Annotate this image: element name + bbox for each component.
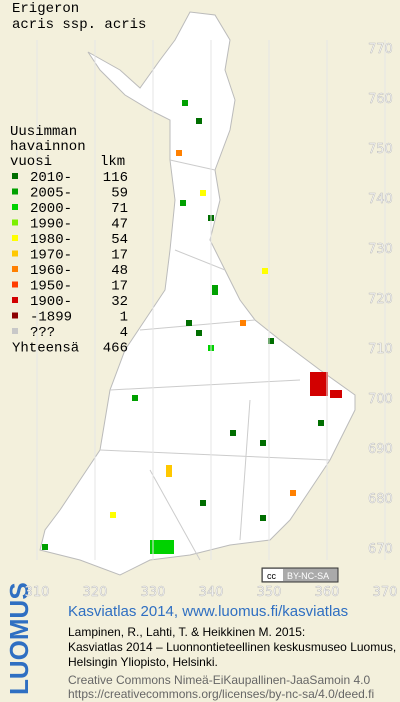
license: Creative Commons Nimeä-EiKaupallinen-Jaa… bbox=[68, 673, 370, 687]
x-grid-label: 320 bbox=[83, 585, 108, 600]
logo: LUOMUS bbox=[4, 582, 34, 695]
title: Erigeron bbox=[12, 1, 79, 17]
legend-count: 32 bbox=[111, 294, 128, 310]
y-grid-label: 680 bbox=[368, 492, 393, 507]
legend-count: 17 bbox=[111, 248, 128, 264]
observation-squares bbox=[42, 100, 342, 554]
legend-label: 2000- bbox=[30, 201, 72, 217]
x-grid-label: 370 bbox=[373, 585, 398, 600]
link[interactable]: Kasviatlas 2014, www.luomus.fi/kasviatla… bbox=[68, 603, 348, 620]
citation: Lampinen, R., Lahti, T. & Heikkinen M. 2… bbox=[68, 625, 305, 639]
x-grid-label: 350 bbox=[257, 585, 282, 600]
legend-count: 116 bbox=[103, 170, 128, 186]
legend-swatch bbox=[12, 219, 18, 226]
legend-label: 1970- bbox=[30, 248, 72, 264]
y-grid-label: 730 bbox=[368, 242, 393, 257]
legend-swatch bbox=[12, 328, 18, 334]
citation: Kasviatlas 2014 – Luonnontieteellinen ke… bbox=[68, 640, 396, 654]
legend-count: 1 bbox=[120, 310, 128, 326]
finland-map bbox=[39, 11, 356, 576]
legend-swatch bbox=[12, 297, 18, 303]
y-grid-label: 750 bbox=[368, 142, 393, 157]
legend-count: 17 bbox=[111, 279, 128, 295]
y-grid-label: 740 bbox=[368, 192, 393, 207]
cc-icon: cc bbox=[267, 571, 277, 581]
legend-count-header: lkm bbox=[100, 154, 125, 170]
legend-count: 48 bbox=[111, 263, 128, 279]
x-grid-label: 310 bbox=[25, 585, 50, 600]
legend-label: 1960- bbox=[30, 263, 72, 279]
y-grid-label: 670 bbox=[368, 542, 393, 557]
license-badge: cc BY-NC-SA bbox=[261, 567, 339, 583]
y-grid-label: 710 bbox=[368, 342, 393, 357]
legend-header: havainnon bbox=[10, 139, 86, 155]
legend-header: Uusimman bbox=[10, 124, 77, 140]
y-grid-label: 700 bbox=[368, 392, 393, 407]
legend-label: 2010- bbox=[30, 170, 72, 186]
legend-swatch bbox=[12, 204, 18, 210]
legend-label: 1990- bbox=[30, 217, 72, 233]
legend-swatch bbox=[12, 235, 18, 241]
legend-total-label: Yhteensä bbox=[12, 341, 79, 357]
legend-label: -1899 bbox=[30, 310, 72, 326]
citation: Helsingin Yliopisto, Helsinki. bbox=[68, 655, 218, 669]
legend-swatch bbox=[12, 188, 18, 195]
legend-count: 59 bbox=[111, 186, 128, 202]
legend-label: 1900- bbox=[30, 294, 72, 310]
legend-total: 466 bbox=[103, 341, 128, 357]
legend-count: 4 bbox=[120, 325, 128, 341]
legend-count: 54 bbox=[111, 232, 128, 248]
legend-label: ??? bbox=[30, 325, 55, 341]
y-grid-label: 720 bbox=[368, 292, 393, 307]
title: acris ssp. acris bbox=[12, 17, 146, 33]
y-grid-label: 690 bbox=[368, 442, 393, 457]
legend-swatch bbox=[12, 312, 18, 319]
x-grid-label: 340 bbox=[199, 585, 224, 600]
legend-label: 2005- bbox=[30, 186, 72, 202]
legend-swatch bbox=[12, 281, 18, 288]
legend-swatch bbox=[12, 250, 18, 257]
x-grid-label: 330 bbox=[141, 585, 166, 600]
legend-count: 71 bbox=[111, 201, 128, 217]
legend-count: 47 bbox=[111, 217, 128, 233]
legend-swatch bbox=[12, 173, 18, 179]
legend-swatch bbox=[12, 266, 18, 272]
region-borders bbox=[99, 159, 331, 561]
y-grid-label: 770 bbox=[368, 42, 393, 57]
license-badge-text: BY-NC-SA bbox=[287, 571, 329, 581]
license-url[interactable]: https://creativecommons.org/licenses/by-… bbox=[68, 687, 374, 701]
legend-label: 1980- bbox=[30, 232, 72, 248]
x-grid-label: 360 bbox=[315, 585, 340, 600]
legend-header: vuosi bbox=[10, 154, 52, 170]
legend-label: 1950- bbox=[30, 279, 72, 295]
y-grid-label: 760 bbox=[368, 92, 393, 107]
